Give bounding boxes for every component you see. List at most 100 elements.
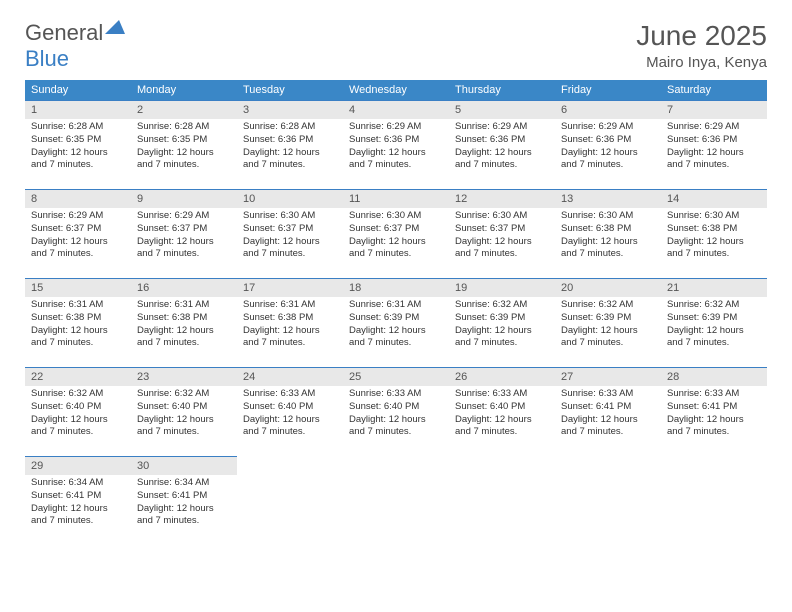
sunset-line: Sunset: 6:35 PM — [137, 134, 207, 145]
daylight-line: Daylight: 12 hours and 7 minutes. — [455, 236, 532, 260]
day-body-row: Sunrise: 6:28 AM Sunset: 6:35 PM Daylight:… — [25, 119, 767, 190]
day-number-cell: 1 — [25, 101, 131, 120]
day-number-cell — [555, 457, 661, 476]
day-body-cell: Sunrise: 6:32 AM Sunset: 6:39 PM Daylight:… — [661, 297, 767, 368]
daylight-line: Daylight: 12 hours and 7 minutes. — [137, 147, 214, 171]
sunrise-line: Sunrise: 6:30 AM — [455, 210, 527, 221]
sunset-line: Sunset: 6:37 PM — [455, 223, 525, 234]
daylight-line: Daylight: 12 hours and 7 minutes. — [349, 325, 426, 349]
daylight-line: Daylight: 12 hours and 7 minutes. — [137, 503, 214, 527]
sunset-line: Sunset: 6:36 PM — [455, 134, 525, 145]
logo-text-blue: Blue — [25, 46, 69, 71]
sunrise-line: Sunrise: 6:33 AM — [455, 388, 527, 399]
day-body-cell: Sunrise: 6:29 AMSunset: 6:36 PMDaylight:… — [343, 119, 449, 190]
day-number-cell: 23 — [131, 368, 237, 387]
day-body-cell — [343, 475, 449, 545]
daylight-line: Daylight: 12 hours and 7 minutes. — [561, 147, 638, 171]
weekday-header: Wednesday — [343, 80, 449, 101]
weekday-header: Thursday — [449, 80, 555, 101]
day-number-cell: 18 — [343, 279, 449, 298]
day-number-cell: 27 — [555, 368, 661, 387]
day-body-cell: Sunrise: 6:34 AMSunset: 6:41 PMDaylight:… — [25, 475, 131, 545]
sunset-line: Sunset: 6:39 PM — [667, 312, 737, 323]
sunrise-line: Sunrise: 6:33 AM — [243, 388, 315, 399]
sunset-line: Sunset: 6:40 PM — [31, 401, 101, 412]
day-body-cell: Sunrise: 6:30 AMSunset: 6:38 PMDaylight:… — [661, 208, 767, 279]
sunrise-line: Sunrise: 6:28 AM — [31, 121, 103, 132]
day-body-row: Sunrise: 6:29 AMSunset: 6:37 PMDaylight:… — [25, 208, 767, 279]
day-body-row: Sunrise: 6:34 AM Sunset: 6:41 PM Daylight:… — [25, 475, 767, 545]
day-number-cell: 21 — [661, 279, 767, 298]
sunrise-line: Sunrise: 6:31 AM — [137, 299, 209, 310]
day-number-cell — [661, 457, 767, 476]
logo: General Blue — [25, 20, 125, 72]
daylight-line: Daylight: 12 hours and 7 minutes. — [31, 503, 108, 527]
day-number-cell: 25 — [343, 368, 449, 387]
sunset-line: Sunset: 6:41 PM — [561, 401, 631, 412]
sunrise-line: Sunrise: 6:33 AM — [667, 388, 739, 399]
sunset-line: Sunset: 6:37 PM — [137, 223, 207, 234]
day-number-cell: 3 — [237, 101, 343, 120]
daylight-line: Daylight: 12 hours and 7 minutes. — [349, 147, 426, 171]
daylight-line: Daylight: 12 hours and 7 minutes. — [31, 325, 108, 349]
title-block: June 2025 Mairo Inya, Kenya — [636, 20, 767, 71]
daylight-line: Daylight: 12 hours and 7 minutes. — [455, 147, 532, 171]
day-number-cell: 26 — [449, 368, 555, 387]
day-body-cell — [555, 475, 661, 545]
day-number-cell: 14 — [661, 190, 767, 209]
sunset-line: Sunset: 6:36 PM — [667, 134, 737, 145]
sunset-line: Sunset: 6:35 PM — [31, 134, 101, 145]
sunset-line: Sunset: 6:36 PM — [561, 134, 631, 145]
day-body-cell: Sunrise: 6:30 AMSunset: 6:37 PMDaylight:… — [343, 208, 449, 279]
sunset-line: Sunset: 6:38 PM — [31, 312, 101, 323]
day-body-cell: Sunrise: 6:30 AM Sunset: 6:37 PM Daylight:… — [449, 208, 555, 279]
daylight-line: Daylight: 12 hours and 7 minutes. — [137, 325, 214, 349]
sunrise-line: Sunrise: 6:34 AM — [31, 477, 103, 488]
sunrise-line: Sunrise: 6:29 AM — [667, 121, 739, 132]
day-number-cell — [449, 457, 555, 476]
day-number-cell: 7 — [661, 101, 767, 120]
sunrise-line: Sunrise: 6:32 AM — [561, 299, 633, 310]
daylight-line: Daylight: 12 hours and 7 minutes. — [455, 414, 532, 438]
day-number-row: 2930 — [25, 457, 767, 476]
daylight-line: Daylight: 12 hours and 7 minutes. — [31, 147, 108, 171]
day-number-cell: 16 — [131, 279, 237, 298]
day-number-row: 15161718192021 — [25, 279, 767, 298]
day-number-cell: 15 — [25, 279, 131, 298]
daylight-line: Daylight: 12 hours and 7 minutes. — [667, 325, 744, 349]
sunset-line: Sunset: 6:38 PM — [137, 312, 207, 323]
day-number-cell: 4 — [343, 101, 449, 120]
sunset-line: Sunset: 6:36 PM — [243, 134, 313, 145]
day-body-cell: Sunrise: 6:33 AMSunset: 6:41 PMDaylight:… — [661, 386, 767, 457]
day-number-cell: 9 — [131, 190, 237, 209]
sunset-line: Sunset: 6:39 PM — [349, 312, 419, 323]
day-body-cell: Sunrise: 6:31 AMSunset: 6:38 PMDaylight:… — [25, 297, 131, 368]
daylight-line: Daylight: 12 hours and 7 minutes. — [667, 414, 744, 438]
day-body-cell — [661, 475, 767, 545]
sunrise-line: Sunrise: 6:32 AM — [455, 299, 527, 310]
day-body-cell: Sunrise: 6:29 AMSunset: 6:36 PMDaylight:… — [661, 119, 767, 190]
daylight-line: Daylight: 12 hours and 7 minutes. — [561, 414, 638, 438]
month-title: June 2025 — [636, 20, 767, 52]
day-number-cell: 24 — [237, 368, 343, 387]
day-body-cell: Sunrise: 6:31 AM Sunset: 6:38 PM Daylight:… — [131, 297, 237, 368]
sunrise-line: Sunrise: 6:31 AM — [349, 299, 421, 310]
day-body-cell: Sunrise: 6:32 AMSunset: 6:39 PMDaylight:… — [449, 297, 555, 368]
daylight-line: Daylight: 12 hours and 7 minutes. — [349, 414, 426, 438]
day-body-cell — [449, 475, 555, 545]
daylight-line: Daylight: 12 hours and 7 minutes. — [243, 414, 320, 438]
day-body-cell: Sunrise: 6:34 AMSunset: 6:41 PMDaylight:… — [131, 475, 237, 545]
sunset-line: Sunset: 6:38 PM — [243, 312, 313, 323]
daylight-line: Daylight: 12 hours and 7 minutes. — [31, 236, 108, 260]
sunrise-line: Sunrise: 6:32 AM — [667, 299, 739, 310]
day-body-cell: Sunrise: 6:33 AMSunset: 6:41 PMDaylight:… — [555, 386, 661, 457]
sunset-line: Sunset: 6:38 PM — [561, 223, 631, 234]
sunrise-line: Sunrise: 6:29 AM — [349, 121, 421, 132]
sunrise-line: Sunrise: 6:28 AM — [137, 121, 209, 132]
daylight-line: Daylight: 12 hours and 7 minutes. — [137, 414, 214, 438]
calendar-table: SundayMondayTuesdayWednesdayThursdayFrid… — [25, 80, 767, 545]
day-body-cell: Sunrise: 6:29 AMSunset: 6:36 PMDaylight:… — [555, 119, 661, 190]
sunset-line: Sunset: 6:37 PM — [31, 223, 101, 234]
sunset-line: Sunset: 6:41 PM — [137, 490, 207, 501]
day-body-cell: Sunrise: 6:30 AMSunset: 6:37 PMDaylight:… — [237, 208, 343, 279]
